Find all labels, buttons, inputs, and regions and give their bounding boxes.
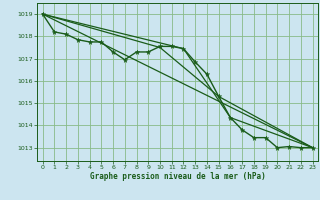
X-axis label: Graphe pression niveau de la mer (hPa): Graphe pression niveau de la mer (hPa) bbox=[90, 172, 266, 181]
